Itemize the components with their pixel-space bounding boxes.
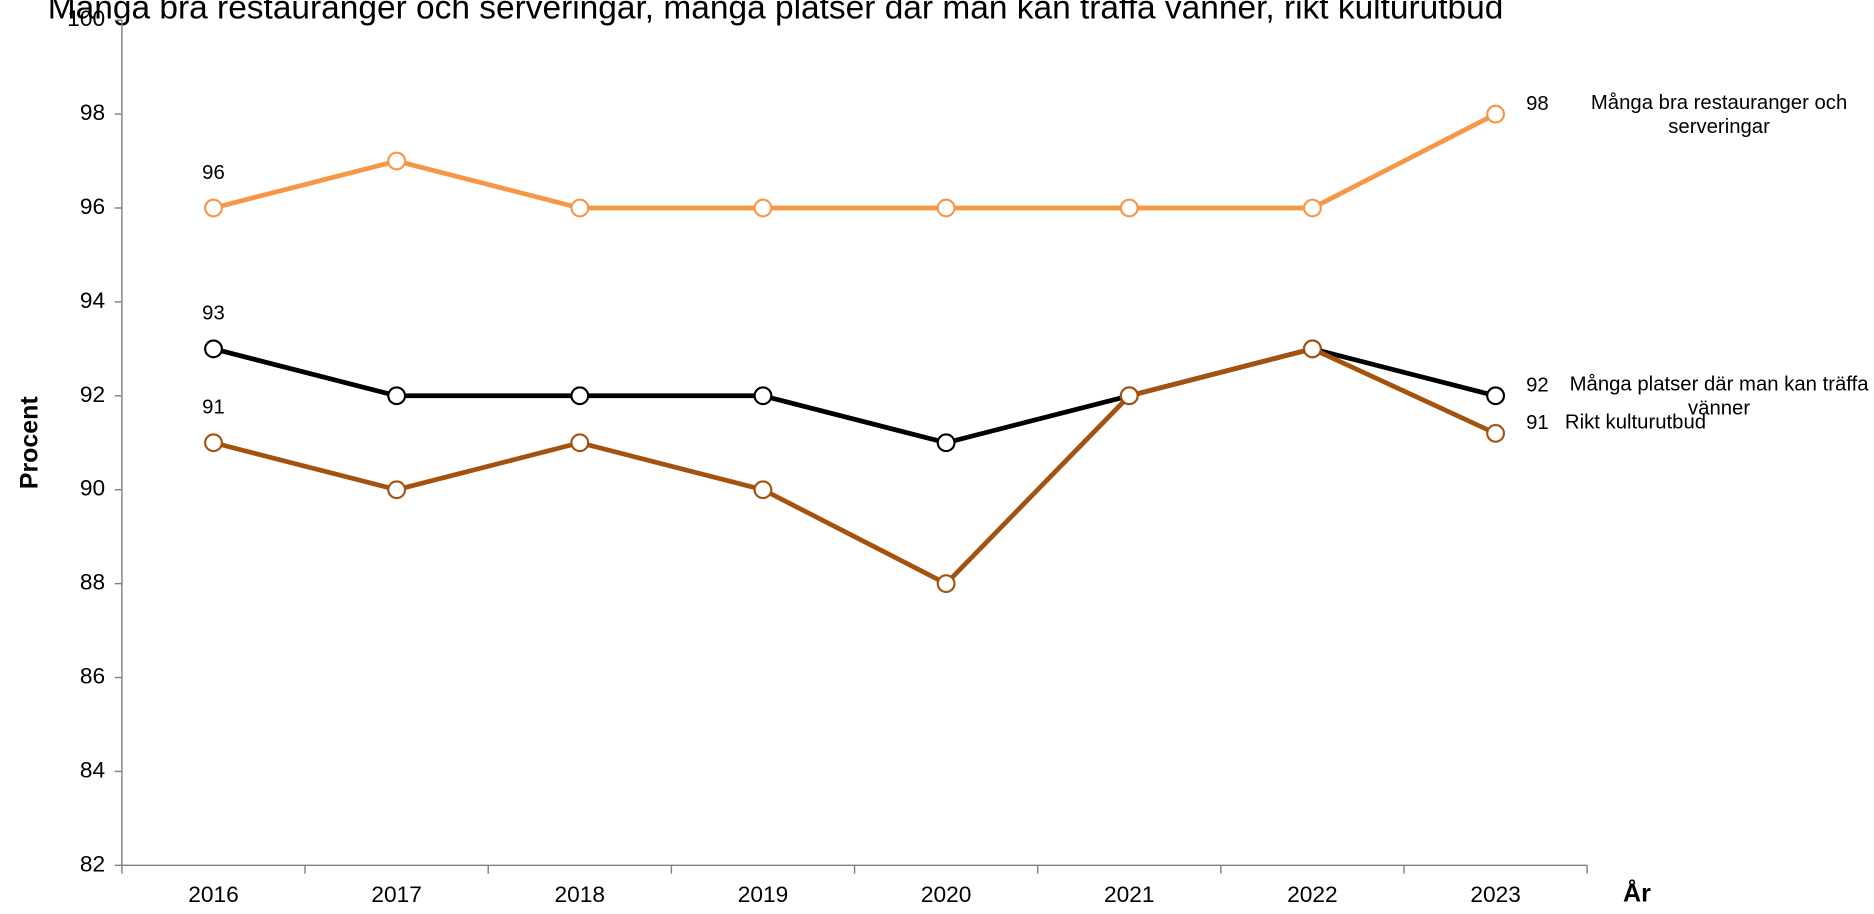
data-point: [753, 198, 773, 218]
data-point: [1486, 386, 1506, 406]
data-point: [570, 386, 590, 406]
data-point: [1302, 198, 1322, 218]
data-label: 93: [202, 303, 225, 325]
series-line: [212, 346, 1497, 586]
series-name: Rikt kulturutbud: [1564, 410, 1707, 434]
data-point: [936, 433, 956, 453]
data-label: 96: [202, 162, 225, 184]
data-point: [387, 480, 407, 500]
x-tick-label: 2022: [1287, 882, 1338, 907]
data-point: [1486, 423, 1506, 443]
data-point: [936, 198, 956, 218]
data-point: [204, 198, 223, 218]
x-tick-label: 2023: [1470, 882, 1521, 907]
data-point: [753, 386, 773, 406]
x-tick-label: 2020: [921, 882, 972, 907]
y-tick-label: 88: [80, 570, 105, 595]
y-tick-label: 98: [80, 100, 105, 125]
y-tick-label: 100: [67, 6, 105, 31]
series-name: Många platser där man kan träffa vänner: [1569, 373, 1869, 420]
data-label: 91: [1526, 412, 1549, 434]
data-label: 98: [1526, 93, 1549, 115]
series-name: Många bra restauranger och serveringar: [1590, 91, 1848, 138]
y-tick-label: 96: [80, 194, 105, 219]
x-tick-label: 2017: [371, 882, 422, 907]
y-tick-label: 90: [80, 476, 105, 501]
legend-entry: Många platser där man kan träffa vänner: [1569, 373, 1869, 420]
y-tick-label: 84: [80, 757, 105, 782]
data-point: [204, 433, 223, 453]
y-tick-label: 86: [80, 664, 105, 689]
legend-entry: Många bra restauranger och serveringar: [1590, 91, 1848, 138]
x-tick-label: 2016: [188, 882, 239, 907]
data-point: [1119, 386, 1139, 406]
data-point: [570, 433, 590, 453]
x-tick-label: 2021: [1104, 882, 1155, 907]
series-line: [212, 111, 1497, 211]
x-tick-label: 2018: [555, 882, 606, 907]
x-tick-label: 2019: [738, 882, 789, 907]
data-point: [753, 480, 773, 500]
y-tick-label: 92: [80, 382, 105, 407]
data-point: [1486, 104, 1506, 124]
legend-entry: Rikt kulturutbud: [1564, 410, 1707, 434]
data-point: [387, 386, 407, 406]
data-point: [387, 151, 407, 171]
data-point: [936, 574, 956, 593]
y-tick-label: 82: [80, 851, 105, 876]
y-axis-label: Procent: [16, 396, 44, 489]
data-label: 92: [1526, 375, 1549, 397]
x-axis-label: År: [1623, 879, 1651, 908]
data-point: [1119, 198, 1139, 218]
data-label: 91: [202, 397, 225, 419]
data-point: [1302, 339, 1322, 359]
y-tick-label: 94: [80, 288, 105, 313]
chart-title: Många bra restauranger och serveringar, …: [48, 0, 1504, 26]
data-point: [204, 339, 223, 359]
data-point: [570, 198, 590, 218]
